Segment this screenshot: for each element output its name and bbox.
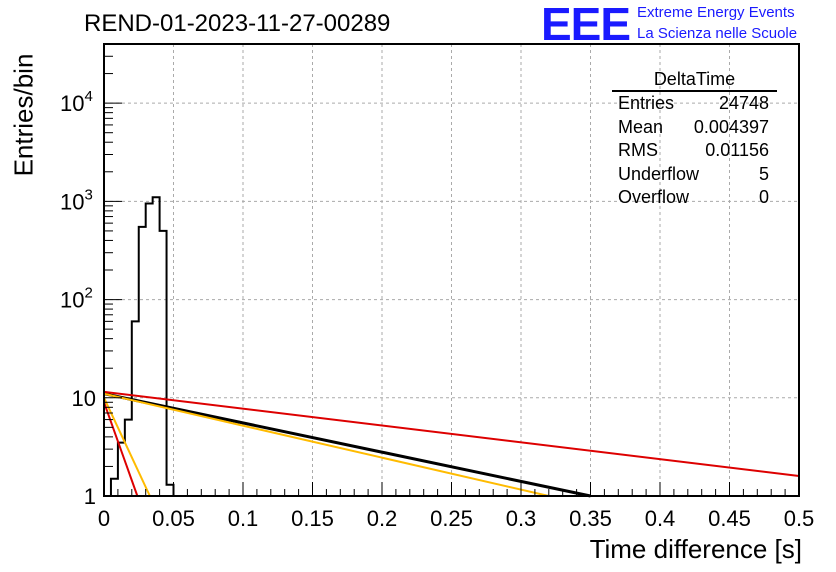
- stats-value: 0.01156: [705, 140, 769, 160]
- y-tick-label: 102: [60, 285, 93, 313]
- y-axis-title: Entries/bin: [8, 53, 39, 177]
- fit-curve-2: [103, 392, 550, 497]
- x-tick-label: 0.3: [506, 506, 537, 531]
- fit-curves: [103, 390, 800, 498]
- x-axis: 0 0.05 0.1 0.15 0.2 0.25 0.3 0.35 0.4 0.45 0.5: [98, 482, 814, 531]
- stats-label: Entries: [618, 93, 675, 113]
- run-title: REND-01-2023-11-27-00289: [84, 10, 391, 37]
- stats-row-entries: Entries 24748: [612, 92, 777, 116]
- stats-label: RMS: [618, 140, 658, 160]
- fit-curve-5: [103, 397, 151, 497]
- stats-title: DeltaTime: [612, 69, 777, 92]
- stats-label: Overflow: [618, 187, 690, 207]
- stats-value: 5: [758, 163, 769, 184]
- stats-label: Mean: [618, 116, 664, 137]
- histogram: [104, 196, 175, 497]
- stats-row-underflow: Underflow 5: [612, 163, 777, 187]
- x-axis-title: Time difference [s]: [589, 534, 802, 564]
- x-tick-label: 0: [98, 506, 110, 531]
- fit-curve-1: [103, 392, 591, 498]
- y-axis: 1 10 102 103 104: [60, 43, 122, 509]
- stats-row-overflow: Overflow 0: [612, 186, 777, 210]
- x-tick-label: 0.45: [708, 506, 751, 531]
- x-tick-label: 0.05: [152, 506, 195, 531]
- logo-line-1: Extreme Energy Events: [637, 4, 795, 21]
- stats-label: Underflow: [618, 163, 700, 184]
- histogram-outline: [104, 196, 175, 497]
- stats-value: 0.004397: [693, 116, 769, 137]
- y-tick-label: 104: [60, 88, 93, 116]
- stats-value: 0: [758, 187, 769, 207]
- logo-line-2: La Scienza nelle Scuole: [637, 25, 798, 42]
- x-tick-label: 0.15: [291, 506, 334, 531]
- stats-value: 24748: [718, 93, 769, 113]
- stats-box: DeltaTime Entries 24748 Mean 0.004397 RM…: [612, 69, 777, 210]
- x-tick-label: 0.2: [367, 506, 398, 531]
- x-tick-label: 0.4: [645, 506, 676, 531]
- y-tick-label: 10: [72, 386, 96, 411]
- stats-row-mean: Mean 0.004397: [612, 116, 777, 140]
- x-tick-label: 0.25: [430, 506, 473, 531]
- y-tick-label: 1: [84, 484, 96, 509]
- x-tick-label: 0.1: [228, 506, 259, 531]
- x-tick-label: 0.5: [784, 506, 815, 531]
- fit-curve-4: [103, 401, 139, 497]
- grid-lines: [104, 44, 799, 496]
- fit-curve-3: [103, 390, 800, 477]
- x-tick-label: 0.35: [569, 506, 612, 531]
- stats-row-rms: RMS 0.01156: [612, 139, 777, 163]
- y-axis-title-box: Entries/bin: [8, 40, 40, 190]
- eee-logo: EEE: [541, 0, 631, 50]
- y-tick-label: 103: [60, 186, 93, 214]
